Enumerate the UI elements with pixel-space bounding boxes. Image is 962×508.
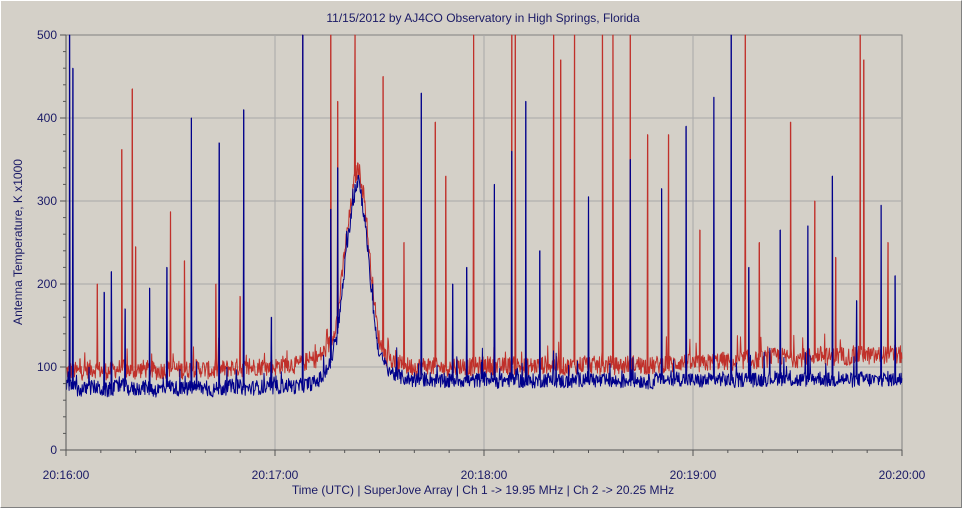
y-axis-label: Antenna Temperature, K x1000 — [11, 159, 25, 325]
y-tick-label: 500 — [37, 28, 57, 42]
series-ch1 — [65, 34, 903, 398]
y-tick-label: 400 — [37, 111, 57, 125]
x-tick-label: 20:19:00 — [670, 468, 717, 482]
y-tick-label: 300 — [37, 194, 57, 208]
x-axis-label: Time (UTC) | SuperJove Array | Ch 1 -> 1… — [292, 483, 674, 497]
series-group — [65, 34, 903, 398]
x-tick-label: 20:17:00 — [252, 468, 299, 482]
y-tick-label: 100 — [37, 360, 57, 374]
x-tick-label: 20:20:00 — [879, 468, 926, 482]
series-ch2 — [65, 34, 903, 381]
x-tick-labels: 20:16:00 20:17:00 20:18:00 20:19:00 20:20:00 — [43, 468, 926, 482]
y-tick-labels: 0 100 200 300 400 500 — [37, 28, 57, 457]
x-tick-label: 20:16:00 — [43, 468, 90, 482]
y-tick-label: 0 — [50, 443, 57, 457]
chart-title: 11/15/2012 by AJ4CO Observatory in High … — [326, 11, 640, 25]
y-tick-label: 200 — [37, 277, 57, 291]
x-tick-label: 20:18:00 — [461, 468, 508, 482]
